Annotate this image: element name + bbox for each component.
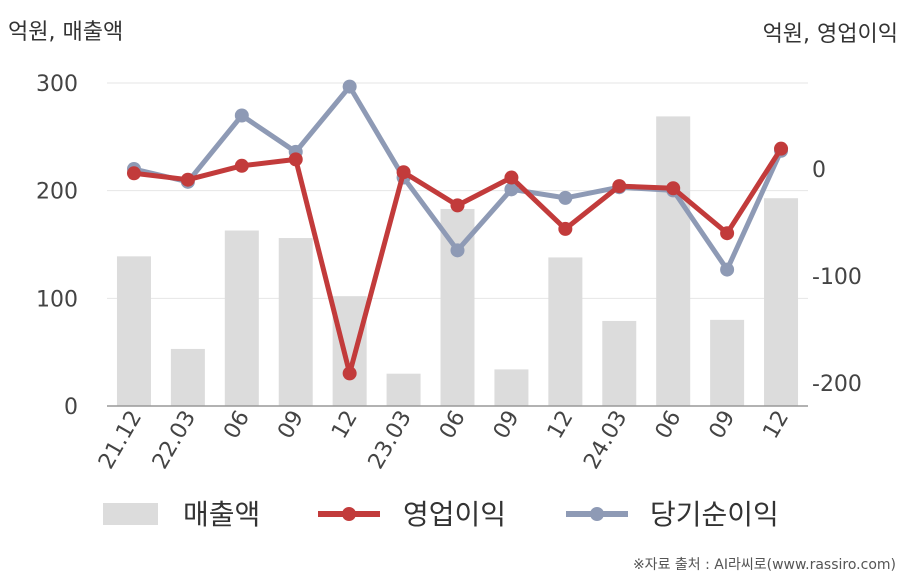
point-operating-profit	[612, 179, 627, 194]
point-operating-profit	[720, 226, 735, 241]
legend-swatch-marker	[342, 507, 356, 521]
point-net-income	[450, 243, 465, 258]
left-tick-label: 100	[36, 287, 78, 312]
left-tick-label: 200	[36, 180, 78, 205]
x-tick-label: 23.03	[364, 407, 417, 474]
left-tick-label: 300	[36, 72, 78, 97]
point-operating-profit	[288, 152, 303, 167]
x-tick-label: 06	[219, 407, 255, 444]
x-tick-label: 12	[327, 407, 363, 444]
point-operating-profit	[450, 198, 465, 213]
point-net-income	[504, 182, 519, 197]
line-series	[126, 79, 789, 381]
x-tick-label: 24.03	[579, 407, 632, 474]
bar-sales	[710, 319, 745, 406]
point-operating-profit	[126, 166, 141, 181]
bar-sales	[494, 369, 529, 406]
bar-sales	[602, 320, 637, 406]
bar-sales	[440, 208, 475, 406]
bar-sales	[278, 238, 313, 406]
bar-series-sales	[116, 116, 799, 407]
legend-label: 매출액	[183, 498, 260, 531]
x-tick-label: 12	[759, 407, 795, 444]
bar-sales	[332, 296, 367, 406]
x-tick-label: 12	[543, 407, 579, 444]
data-source-note: ※자료 출처 : AI라씨로(www.rassiro.com)	[632, 557, 896, 573]
point-operating-profit	[504, 170, 519, 185]
point-operating-profit	[774, 141, 789, 156]
x-tick-label: 06	[651, 407, 687, 444]
x-tick-label: 06	[435, 407, 471, 444]
x-tick-label: 09	[705, 407, 741, 444]
point-operating-profit	[396, 165, 411, 180]
bar-sales	[170, 348, 205, 406]
bar-sales	[224, 230, 259, 406]
legend: 매출액 영업이익 당기순이익	[103, 498, 779, 531]
x-tick-label: 21.12	[94, 407, 147, 474]
legend-label: 영업이익	[403, 498, 506, 531]
point-operating-profit	[342, 366, 357, 381]
right-tick-label: 0	[812, 158, 826, 183]
legend-label: 당기순이익	[650, 498, 779, 531]
left-axis-unit: 억원, 매출액	[8, 20, 124, 45]
point-operating-profit	[180, 172, 195, 187]
left-tick-label: 0	[64, 395, 78, 420]
point-net-income	[558, 190, 573, 205]
point-net-income	[234, 108, 249, 123]
right-tick-label: -200	[812, 372, 862, 397]
x-tick-label: 09	[489, 407, 525, 444]
point-operating-profit	[234, 158, 249, 173]
point-operating-profit	[666, 181, 681, 196]
legend-swatch-marker	[590, 507, 604, 521]
x-tick-label: 09	[273, 407, 309, 444]
point-net-income	[342, 79, 357, 94]
right-axis-unit: 억원, 영업이익	[762, 22, 898, 47]
point-operating-profit	[558, 221, 573, 236]
legend-swatch-sales	[103, 503, 158, 525]
bar-sales	[116, 256, 151, 406]
bar-sales	[764, 198, 799, 406]
x-tick-label: 22.03	[148, 407, 201, 474]
bar-sales	[386, 373, 421, 406]
right-tick-label: -100	[812, 265, 862, 290]
point-net-income	[720, 262, 735, 277]
bar-sales	[548, 257, 583, 406]
bar-sales	[656, 116, 691, 407]
